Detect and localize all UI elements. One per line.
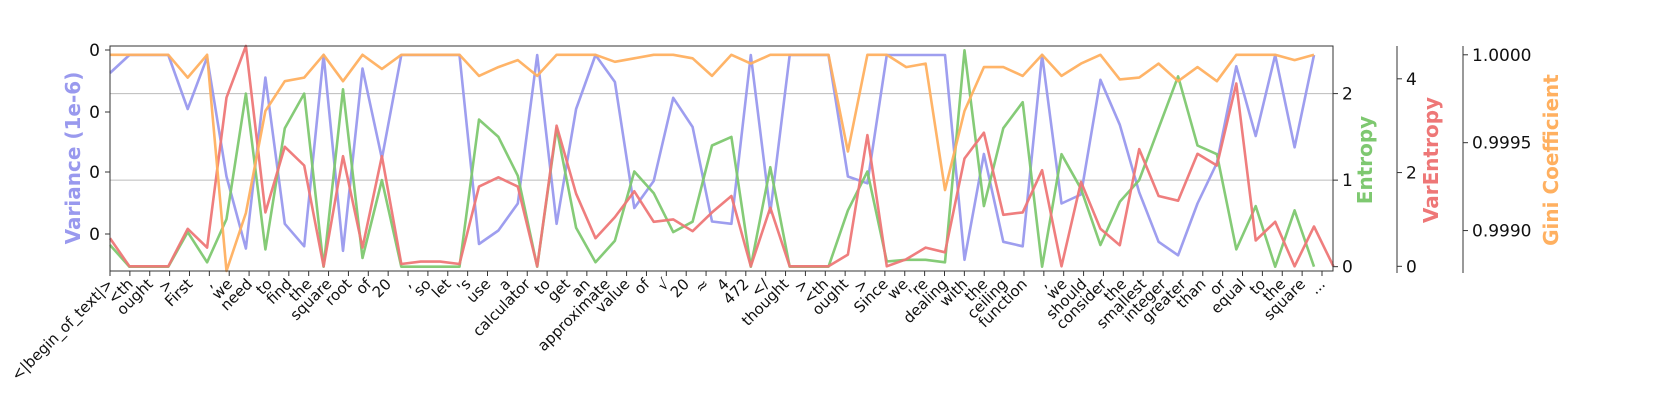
plot-frame bbox=[109, 45, 1334, 272]
series-line-varentropy bbox=[108, 44, 1335, 268]
varentropy-axis-label: VarEntropy bbox=[1419, 97, 1443, 223]
series-line-gini bbox=[110, 53, 1315, 273]
gini-tick-label: 0.9995 bbox=[1472, 134, 1531, 154]
variance-axis-label: Variance (1e-6) bbox=[61, 72, 85, 245]
x-tick-label: 20 bbox=[667, 275, 693, 301]
entropy-axis-label: Entropy bbox=[1353, 116, 1377, 204]
gini-tick-label: 0.9990 bbox=[1472, 222, 1531, 242]
gini-tick-label: 1.0000 bbox=[1472, 46, 1531, 66]
varentropy-tick-label: 4 bbox=[1406, 70, 1417, 90]
series-line-variance bbox=[109, 53, 1316, 262]
x-tick-label: of bbox=[630, 275, 653, 298]
gini-axis-label: Gini Coefficient bbox=[1539, 74, 1563, 246]
entropy-tick-label: 2 bbox=[1342, 85, 1353, 105]
entropy-tick-label: 0 bbox=[1342, 258, 1353, 278]
series-line-entropy bbox=[109, 48, 1316, 269]
x-tick-label: ≈ bbox=[691, 275, 713, 297]
variance-tick-label: 0 bbox=[89, 41, 100, 61]
x-tick-label: use bbox=[463, 275, 495, 307]
varentropy-tick-label: 0 bbox=[1406, 257, 1417, 277]
x-tick-label: let bbox=[428, 275, 454, 301]
x-tick-label: 20 bbox=[369, 275, 395, 301]
variance-tick-label: 0 bbox=[89, 225, 100, 245]
entropy-tick-label: 1 bbox=[1342, 171, 1353, 191]
x-tick-label: ... bbox=[1306, 275, 1329, 298]
varentropy-tick-label: 2 bbox=[1406, 164, 1417, 184]
variance-tick-label: 0 bbox=[89, 163, 100, 183]
x-tick-label: <|begin_of_text|> bbox=[8, 275, 118, 385]
variance-tick-label: 0 bbox=[89, 103, 100, 123]
